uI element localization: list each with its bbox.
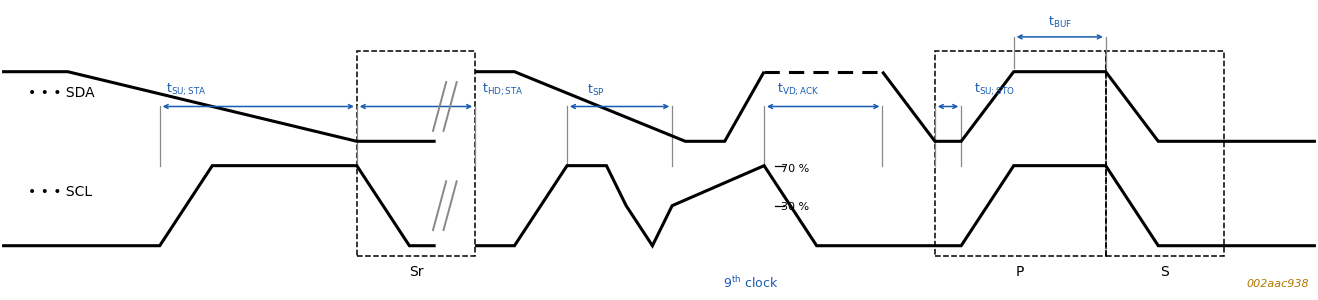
Text: t$_{\rm SP}$: t$_{\rm SP}$ xyxy=(587,83,605,98)
Text: P: P xyxy=(1016,265,1024,279)
Text: 70 %: 70 % xyxy=(782,164,809,174)
Text: • • • SCL: • • • SCL xyxy=(29,185,92,199)
Text: t$_{\rm HD;STA}$: t$_{\rm HD;STA}$ xyxy=(481,81,523,98)
Bar xyxy=(934,51,1106,256)
Text: t$_{\rm SU;STA}$: t$_{\rm SU;STA}$ xyxy=(166,81,207,98)
Text: Sr: Sr xyxy=(409,265,423,279)
Bar xyxy=(1106,51,1224,256)
Text: 30 %: 30 % xyxy=(782,202,809,212)
Text: t$_{\rm BUF}$: t$_{\rm BUF}$ xyxy=(1048,15,1072,30)
Text: 002aac938: 002aac938 xyxy=(1247,279,1309,289)
Bar xyxy=(357,51,474,256)
Text: t$_{\rm VD;ACK}$: t$_{\rm VD;ACK}$ xyxy=(778,81,820,98)
Text: • • • SDA: • • • SDA xyxy=(29,85,95,100)
Text: 9$^{\rm th}$ clock: 9$^{\rm th}$ clock xyxy=(724,275,779,291)
Text: S: S xyxy=(1160,265,1169,279)
Text: t$_{\rm SU;STO}$: t$_{\rm SU;STO}$ xyxy=(974,81,1015,98)
